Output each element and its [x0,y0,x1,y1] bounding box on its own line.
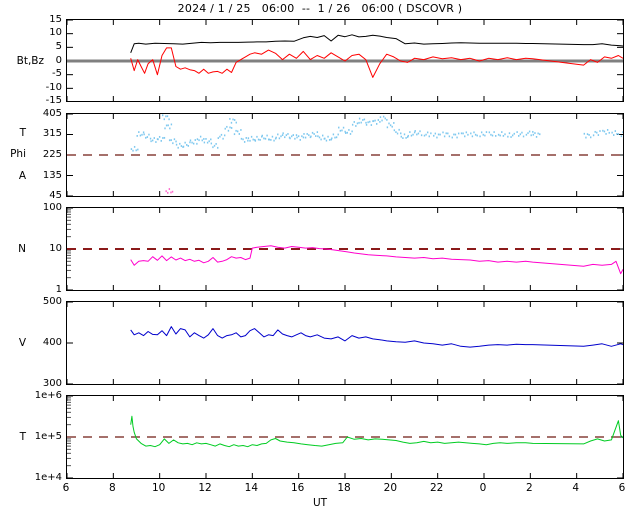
page-title: 2024 / 1 / 25 06:00 -- 1 / 26 06:00 ( DS… [177,2,463,15]
panel-temperature [66,395,624,479]
ytick-p5-1: 1e+5 [34,431,62,442]
ytick-p3-1: 10 [49,243,62,254]
ytick-p3-2: 1 [55,284,62,295]
row-label-velocity: V [18,337,26,349]
x-tick-label: 22 [429,482,444,494]
ytick-p2-0: 405 [42,108,62,119]
ytick-p2-3: 135 [42,170,62,181]
row-label-bt-bz: Bt,Bz [16,55,44,67]
x-tick-label: 2 [525,482,533,494]
ytick-p1-4: -5 [52,68,62,79]
x-tick-label: 8 [108,482,116,494]
x-tick-label: 18 [337,482,351,494]
x-tick-label: 14 [244,482,259,494]
x-axis-title: UT [312,497,328,509]
ytick-p4-0: 500 [42,296,62,307]
x-tick-label: 6 [62,482,70,494]
ytick-p5-0: 1e+6 [34,390,62,401]
x-tick-label: 20 [383,482,398,494]
ytick-p2-4: 45 [49,190,62,201]
panel-velocity [66,301,624,385]
row-label-phi: Phi [10,148,26,160]
x-tick-label: 4 [572,482,579,494]
ytick-p2-1: 315 [42,128,62,139]
ytick-p4-2: 300 [42,378,62,389]
ytick-p1-3: 0 [55,55,62,66]
ytick-p1-1: 10 [49,27,62,38]
row-label-density: N [18,243,26,255]
ytick-p5-2: 1e+4 [34,472,62,483]
ytick-p2-2: 225 [42,149,62,160]
ytick-p1-2: 5 [55,41,62,52]
x-tick-label: 16 [290,482,305,494]
ytick-p4-1: 400 [42,337,62,348]
x-tick-label: 6 [618,482,626,494]
panel-density [66,207,624,291]
x-tick-label: 12 [198,482,212,494]
ytick-p3-0: 100 [42,202,62,213]
row-label-theta: T [19,127,26,139]
ytick-p1-5: -10 [45,82,62,93]
ytick-p1-6: -15 [45,95,62,106]
panel-phi-theta-alpha [66,113,624,197]
row-label-temperature: T [19,431,26,443]
row-label-alpha: A [18,170,26,182]
x-tick-label: 10 [151,482,166,494]
x-tick-label: 0 [479,482,487,494]
panel-bt-bz [66,19,624,102]
ytick-p1-0: 15 [49,14,62,25]
